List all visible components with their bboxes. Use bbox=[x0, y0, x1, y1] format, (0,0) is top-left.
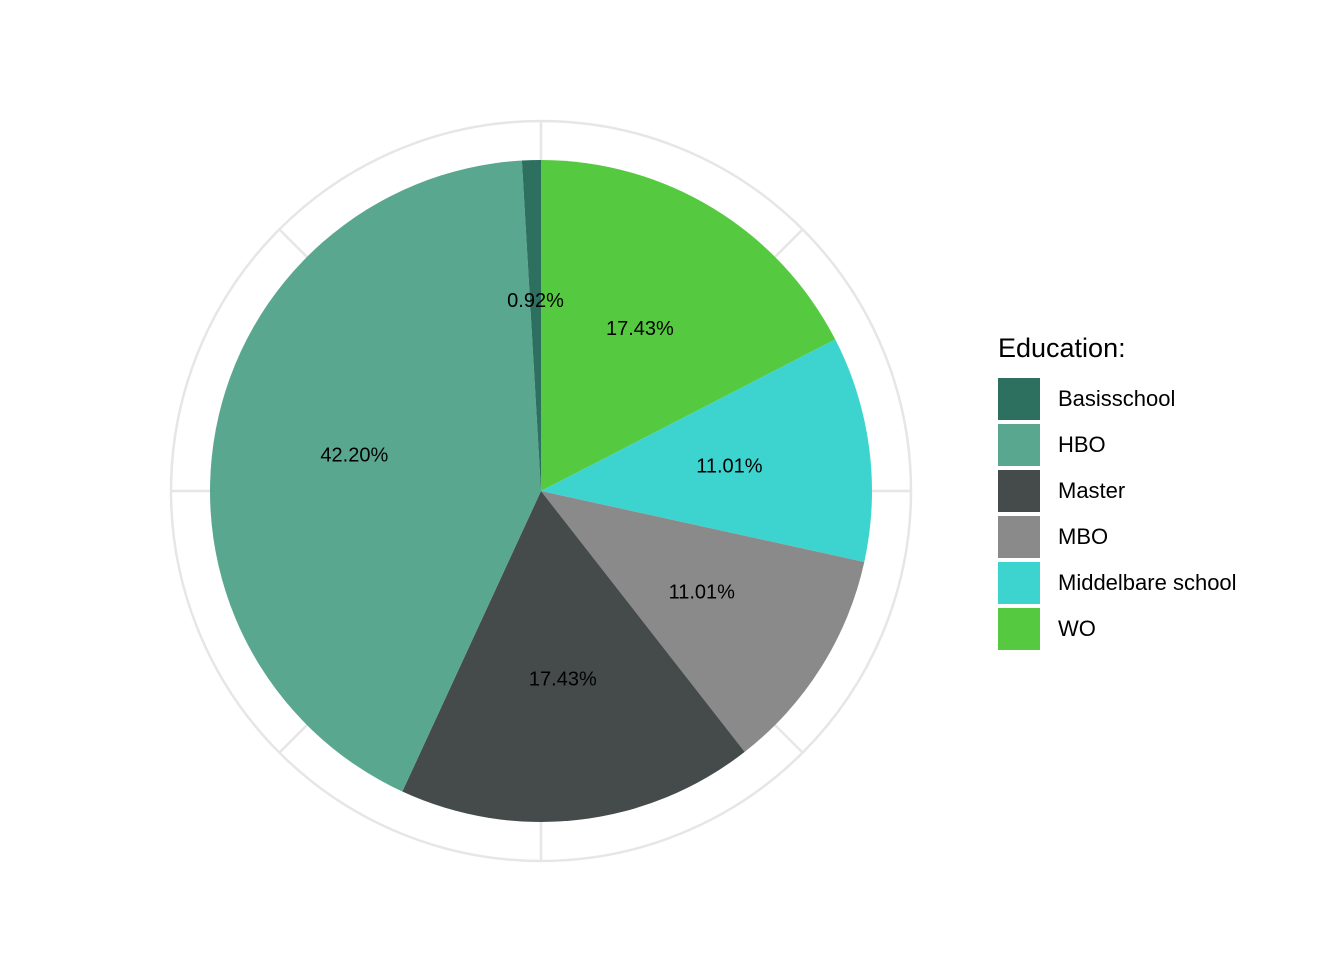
legend-label: Middelbare school bbox=[1058, 570, 1237, 595]
legend-label: Master bbox=[1058, 478, 1126, 503]
slice-labels: 17.43% 11.01% 11.01% 17.43% 42.20% 0.92% bbox=[320, 290, 762, 691]
pie-slice-mbo bbox=[541, 491, 865, 752]
legend-key bbox=[998, 562, 1040, 604]
slice-label-basisschool: 0.92% bbox=[507, 290, 564, 312]
pie-slice-basisschool bbox=[521, 160, 541, 491]
legend-label: WO bbox=[1058, 616, 1096, 641]
legend-item-mbo: MBO bbox=[998, 514, 1237, 560]
legend-key bbox=[998, 424, 1040, 466]
legend-key bbox=[998, 470, 1040, 512]
legend-item-basisschool: Basisschool bbox=[998, 376, 1237, 422]
slice-label-hbo: 42.20% bbox=[320, 445, 388, 467]
legend: Education: Basisschool HBO Master MBO Middel… bbox=[998, 330, 1237, 652]
legend-items: Basisschool HBO Master MBO Middelbare school… bbox=[998, 376, 1237, 652]
pie-slice-wo bbox=[541, 160, 836, 491]
pie-slices bbox=[210, 160, 872, 823]
legend-item-hbo: HBO bbox=[998, 422, 1237, 468]
legend-item-master: Master bbox=[998, 468, 1237, 514]
slice-label-wo: 17.43% bbox=[606, 318, 674, 340]
pie-slice-middelbare-school bbox=[541, 339, 872, 562]
legend-item-middelbare-school: Middelbare school bbox=[998, 560, 1237, 606]
legend-label: Basisschool bbox=[1058, 386, 1176, 411]
pie-slice-hbo bbox=[210, 160, 542, 792]
pie-slice-master bbox=[402, 491, 745, 823]
slice-label-mbo: 11.01% bbox=[669, 581, 736, 603]
legend-key bbox=[998, 378, 1040, 420]
legend-label: MBO bbox=[1058, 524, 1109, 549]
legend-key bbox=[998, 608, 1040, 650]
slice-label-master: 17.43% bbox=[529, 669, 597, 691]
legend-title: Education: bbox=[998, 333, 1126, 363]
legend-label: HBO bbox=[1058, 432, 1106, 457]
slice-label-middelbare-school: 11.01% bbox=[696, 455, 763, 477]
legend-key bbox=[998, 516, 1040, 558]
legend-item-wo: WO bbox=[998, 606, 1237, 652]
